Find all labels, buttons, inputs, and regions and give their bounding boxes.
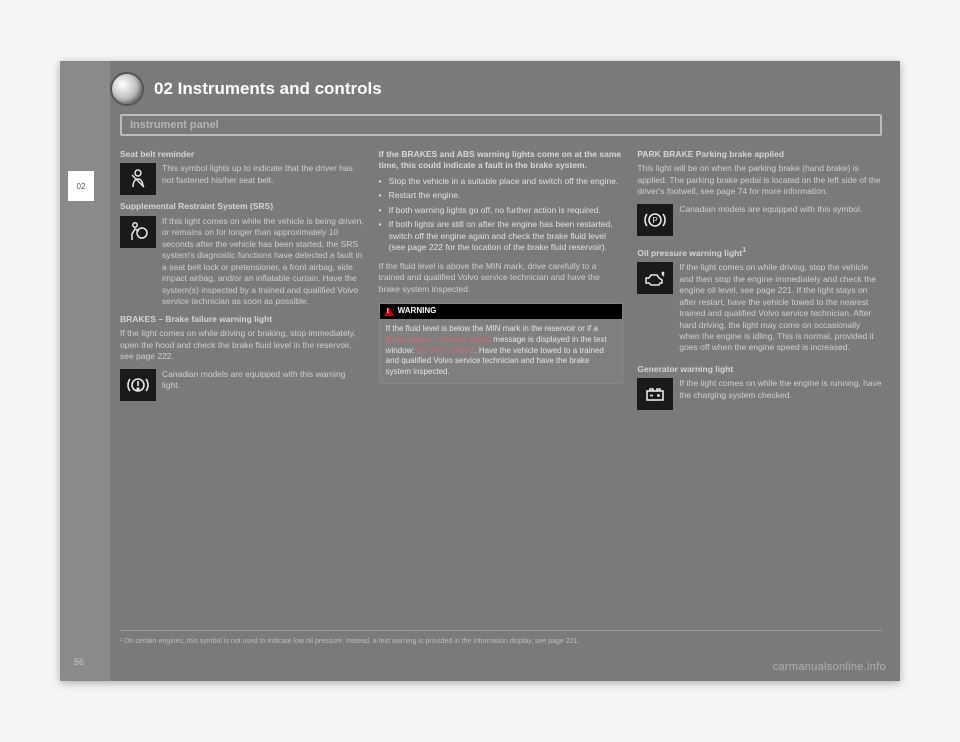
footnote: ¹ On certain engines, this symbol is not… [120,638,882,645]
srs-text-start: If this light comes on while the vehicle… [162,216,365,308]
airbag-icon [120,216,156,248]
oil-heading-text: Oil pressure warning light [637,248,742,258]
canada-parking-text: Canadian models are equipped with this s… [679,204,862,215]
seatbelt-heading: Seat belt reminder [120,149,365,160]
warning-body: If the fluid level is below the MIN mark… [380,319,623,383]
bullet-3: •If both warning lights go off, no furth… [379,205,624,216]
svg-text:P: P [653,216,658,225]
seatbelt-row: This symbol lights up to indicate that t… [120,163,365,195]
section-title: Instrument panel [130,119,219,131]
warning-label: WARNING [398,306,437,317]
bullet-4: •If both lights are still on after the e… [379,219,624,253]
column-1: Seat belt reminder This symbol lights up… [120,149,365,623]
bullet-3-text: If both warning lights go off, no furthe… [389,205,601,216]
brake-warning-canada-icon [120,369,156,401]
bullet-2-text: Restart the engine. [389,190,461,201]
oil-text: If the light comes on while driving, sto… [679,262,882,354]
srs-heading: Supplemental Restraint System (SRS) [120,201,365,212]
footnote-rule [120,630,882,631]
srs-row: If this light comes on while the vehicle… [120,216,365,308]
chapter-title: 02 Instruments and controls [154,79,382,99]
chapter-badge-icon [110,72,144,106]
generator-text: If the light comes on while the engine i… [679,378,882,401]
bullet-2: •Restart the engine. [379,190,624,201]
chapter-tab: 02 [68,171,94,201]
oil-heading: Oil pressure warning light1 [637,246,882,259]
warning-box: WARNING If the fluid level is below the … [379,303,624,384]
brakes-text: If the light comes on while driving or b… [120,328,365,362]
parking-text: This light will be on when the parking b… [637,163,882,197]
seatbelt-icon [120,163,156,195]
parking-brake-icon: P [637,204,673,236]
page-number: 56 [74,657,84,667]
generator-row: If the light comes on while the engine i… [637,378,882,410]
chapter-header: 02 Instruments and controls [110,73,888,105]
oil-heading-sup: 1 [742,246,746,254]
watermark: carmanualsonline.info [773,661,886,673]
generator-heading: Generator warning light [637,364,882,375]
content-columns: Seat belt reminder This symbol lights up… [120,149,882,623]
warning-header: WARNING [380,304,623,319]
parking-heading: PARK BRAKE Parking brake applied [637,149,882,160]
warn-pre: If the fluid level is below the [386,324,486,333]
oil-pressure-icon [637,262,673,294]
bullet-1-text: Stop the vehicle in a suitable place and… [389,176,619,187]
left-margin-strip [60,61,110,681]
column-3: PARK BRAKE Parking brake applied This li… [637,149,882,623]
canada-brake-row: Canadian models are equipped with this w… [120,369,365,401]
manual-page: 02 02 Instruments and controls Instrumen… [60,61,900,681]
oil-row: If the light comes on while driving, sto… [637,262,882,354]
bullet-list: •Stop the vehicle in a suitable place an… [379,176,624,257]
seatbelt-text: This symbol lights up to indicate that t… [162,163,365,186]
srs-text: If this light comes on while the vehicle… [162,216,364,306]
bullet-4-text: If both lights are still on after the en… [389,219,624,253]
column-2: If the BRAKES and ABS warning lights com… [379,149,624,623]
canada-brake-text: Canadian models are equipped with this w… [162,369,365,392]
warn-min: MIN [486,324,501,333]
brakes-abs-intro-text: If the BRAKES and ABS warning lights com… [379,149,621,170]
warn-msg: Brake failure – Service urgent [386,335,491,344]
viewport: 02 02 Instruments and controls Instrumen… [0,0,960,742]
brakes-heading: BRAKES – Brake failure warning light [120,314,365,325]
warning-triangle-icon [384,307,394,316]
section-title-bar: Instrument panel [120,114,882,136]
brakes-aftertext: If the fluid level is above the MIN mark… [379,261,624,295]
battery-icon [637,378,673,410]
brakes-abs-intro: If the BRAKES and ABS warning lights com… [379,149,624,172]
canada-parking-row: P Canadian models are equipped with this… [637,204,882,236]
bullet-1: •Stop the vehicle in a suitable place an… [379,176,624,187]
warn-mid: mark in the reservoir or if a [500,324,597,333]
warn-dnd: DO NOT DRIVE [417,346,475,355]
